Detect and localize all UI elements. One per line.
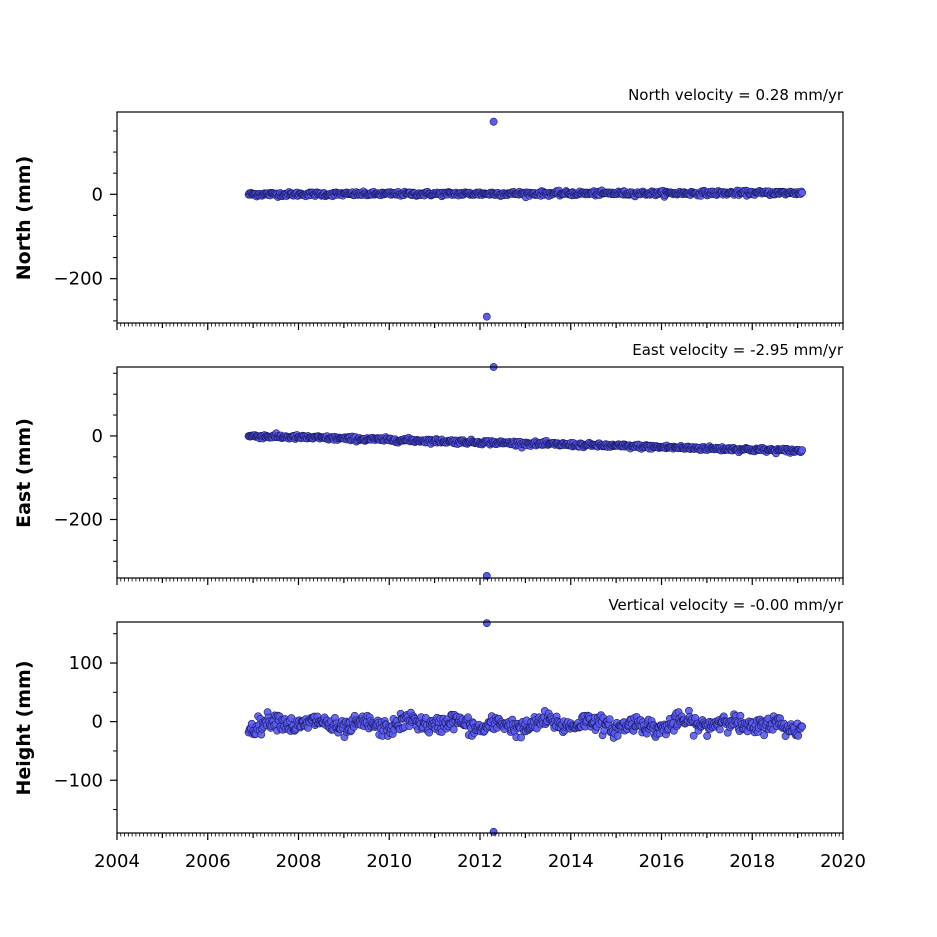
height-ytick-label: 0 (92, 712, 103, 733)
north-points (244, 117, 807, 321)
height-xtick-label: 2008 (276, 851, 322, 872)
vertical-velocity-annotation: Vertical velocity = -0.00 mm/yr (608, 596, 843, 614)
east-ylabel: East (mm) (13, 418, 35, 528)
east-points (244, 363, 807, 580)
north-outlier-point (489, 117, 498, 126)
height-points (244, 619, 807, 836)
height-xtick-label: 2004 (94, 851, 140, 872)
height-data-point (613, 731, 622, 740)
height-ylabel: Height (mm) (13, 660, 35, 795)
height-data-point (703, 732, 712, 740)
north-outlier-point (482, 312, 491, 321)
height-data-point (715, 725, 724, 734)
height-data-point (798, 722, 807, 731)
panel-north: North velocity = 0.28 mm/yr North (mm) 0… (13, 86, 844, 330)
north-ytick-label: 0 (92, 184, 103, 205)
north-ylabel: North (mm) (13, 156, 35, 281)
height-outlier-point (482, 619, 491, 628)
east-ytick-label: 0 (92, 426, 103, 447)
height-xtick-label: 2006 (185, 851, 231, 872)
north-ytick-label: −200 (54, 269, 103, 290)
height-data-point (689, 731, 698, 740)
east-velocity-annotation: East velocity = -2.95 mm/yr (632, 341, 844, 359)
height-ytick-label: 100 (69, 653, 103, 674)
height-axes: 100 0 −100 2004 2006 2008 2010 2012 2014 2016 2018… (54, 621, 866, 872)
north-axes: 0 −200 (54, 111, 844, 330)
north-data-point (798, 188, 807, 197)
height-xtick-label: 2014 (548, 851, 594, 872)
height-data-point (449, 725, 458, 734)
height-xtick-label: 2020 (820, 851, 866, 872)
height-data-point (605, 715, 614, 723)
east-data-point (798, 446, 807, 455)
height-xtick-label: 2018 (729, 851, 775, 872)
height-ytick-label: −100 (54, 770, 103, 791)
panel-height: Vertical velocity = -0.00 mm/yr Height (… (13, 596, 866, 872)
north-velocity-annotation: North velocity = 0.28 mm/yr (628, 86, 844, 104)
height-data-point (736, 711, 745, 720)
height-data-point (760, 731, 769, 740)
height-xtick-label: 2010 (366, 851, 412, 872)
height-data-point (794, 731, 803, 740)
height-data-point (425, 728, 434, 737)
east-ytick-label: −200 (54, 510, 103, 531)
height-xtick-label: 2012 (457, 851, 503, 872)
height-xtick-label: 2016 (639, 851, 685, 872)
panel-east: East velocity = -2.95 mm/yr East (mm) 0 −… (13, 341, 844, 585)
east-axes: 0 −200 (54, 366, 844, 585)
height-data-point (517, 733, 525, 742)
